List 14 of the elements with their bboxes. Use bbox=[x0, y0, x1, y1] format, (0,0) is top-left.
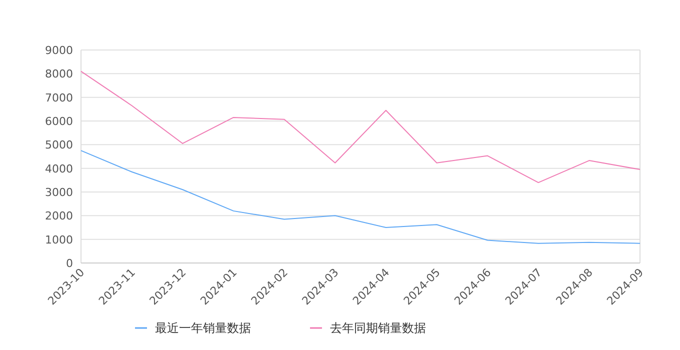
legend-label: 去年同期销量数据 bbox=[330, 321, 426, 335]
y-tick-label: 3000 bbox=[45, 186, 73, 199]
y-tick-label: 7000 bbox=[45, 91, 73, 104]
line-series bbox=[80, 150, 640, 244]
line-series bbox=[80, 70, 640, 184]
y-tick-label: 9000 bbox=[45, 44, 73, 57]
legend-label: 最近一年销量数据 bbox=[155, 321, 251, 335]
y-tick-label: 6000 bbox=[45, 115, 73, 128]
y-tick-label: 5000 bbox=[45, 138, 73, 152]
y-tick-label: 1000 bbox=[45, 233, 73, 246]
y-tick-label: 8000 bbox=[45, 68, 73, 81]
y-tick-label: 0 bbox=[66, 257, 73, 270]
y-tick-label: 2000 bbox=[45, 210, 73, 223]
y-tick-label: 4000 bbox=[45, 162, 73, 176]
